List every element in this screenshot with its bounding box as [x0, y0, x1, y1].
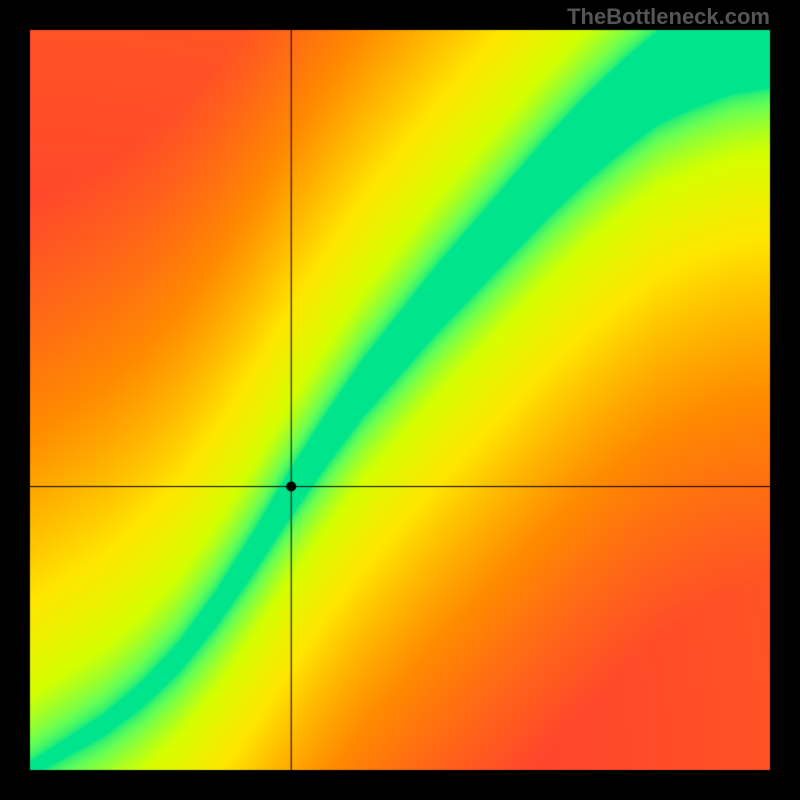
- watermark-text: TheBottleneck.com: [567, 4, 770, 30]
- chart-container: TheBottleneck.com: [0, 0, 800, 800]
- bottleneck-heatmap: [0, 0, 800, 800]
